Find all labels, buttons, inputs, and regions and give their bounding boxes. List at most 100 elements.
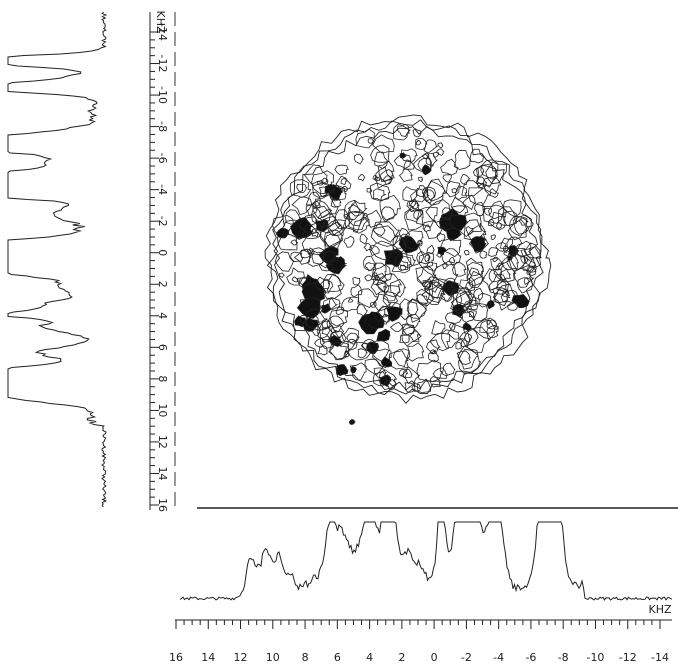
contour <box>446 180 461 198</box>
contour <box>412 128 422 138</box>
contour <box>357 348 368 359</box>
x-tick-label: 6 <box>334 651 341 664</box>
x-tick-label: -6 <box>525 651 536 664</box>
x-tick-label: 12 <box>234 651 248 664</box>
contour <box>464 332 473 343</box>
contour <box>305 202 318 217</box>
contour <box>341 327 359 345</box>
contour <box>410 187 430 203</box>
contour <box>274 251 295 272</box>
contour <box>348 419 356 426</box>
contour <box>486 319 497 330</box>
contour <box>305 308 328 331</box>
contour <box>415 137 428 150</box>
contour <box>379 194 401 221</box>
contour <box>396 123 411 137</box>
contour <box>304 164 328 187</box>
x-tick-label: -2 <box>461 651 472 664</box>
contour <box>336 364 349 377</box>
contour <box>514 240 532 258</box>
contour <box>516 277 534 294</box>
contour <box>343 350 351 358</box>
contour <box>392 238 407 253</box>
contour <box>487 212 507 231</box>
contour <box>475 164 499 188</box>
contour <box>372 221 400 243</box>
contour <box>329 308 349 327</box>
contour <box>400 148 418 163</box>
contour <box>373 263 393 282</box>
contour <box>392 123 410 141</box>
contour <box>369 301 377 308</box>
y-tick-label: 8 <box>156 375 169 382</box>
contour <box>350 284 363 298</box>
contour <box>437 142 444 148</box>
contour <box>312 201 321 209</box>
contour <box>507 218 528 241</box>
contour <box>422 278 433 289</box>
contour <box>520 246 542 269</box>
contour <box>355 128 376 149</box>
contour <box>311 205 332 225</box>
contour <box>353 153 364 165</box>
contour <box>450 292 473 312</box>
contour <box>352 216 370 234</box>
contour <box>475 176 487 189</box>
contour <box>318 186 331 198</box>
contour <box>417 239 423 246</box>
y-axis-unit: KHZ <box>154 10 167 33</box>
contour <box>492 256 499 263</box>
contour <box>499 268 511 281</box>
contour <box>382 291 399 308</box>
contour <box>500 253 520 271</box>
contour <box>443 277 456 289</box>
contour <box>477 292 492 308</box>
contour <box>486 324 499 338</box>
contour <box>406 298 428 323</box>
contour <box>398 235 420 254</box>
contour <box>290 251 304 263</box>
contour <box>441 329 463 349</box>
contour <box>415 139 422 146</box>
contour <box>380 356 392 368</box>
contour <box>467 182 491 207</box>
contour <box>490 234 496 241</box>
contour <box>296 297 322 319</box>
contour <box>386 379 398 391</box>
contour <box>426 261 439 272</box>
contour <box>509 215 530 237</box>
contour <box>424 254 431 262</box>
contour <box>399 334 410 344</box>
contour <box>311 228 322 238</box>
contour <box>417 378 432 394</box>
contour <box>299 248 312 259</box>
contour <box>423 281 444 299</box>
contour <box>296 183 308 194</box>
contour <box>429 332 451 352</box>
y-tick-label: -12 <box>156 55 169 73</box>
contour <box>402 186 419 202</box>
contour <box>406 314 421 328</box>
contour <box>286 267 305 286</box>
contour <box>398 168 413 183</box>
contour <box>479 250 488 259</box>
contour <box>511 294 530 308</box>
contour-outline <box>266 119 544 396</box>
contour <box>416 250 430 265</box>
contour <box>357 288 379 308</box>
contour <box>459 276 476 294</box>
contour <box>275 227 290 239</box>
contour <box>398 227 411 240</box>
contour <box>326 315 346 334</box>
contour <box>302 317 321 332</box>
contour <box>442 174 452 183</box>
contour <box>453 149 472 170</box>
contour <box>398 298 419 321</box>
contour <box>363 255 377 271</box>
contour <box>346 332 360 344</box>
contour <box>378 369 398 391</box>
contour <box>482 176 502 195</box>
contour <box>479 319 496 334</box>
contour <box>481 268 507 291</box>
